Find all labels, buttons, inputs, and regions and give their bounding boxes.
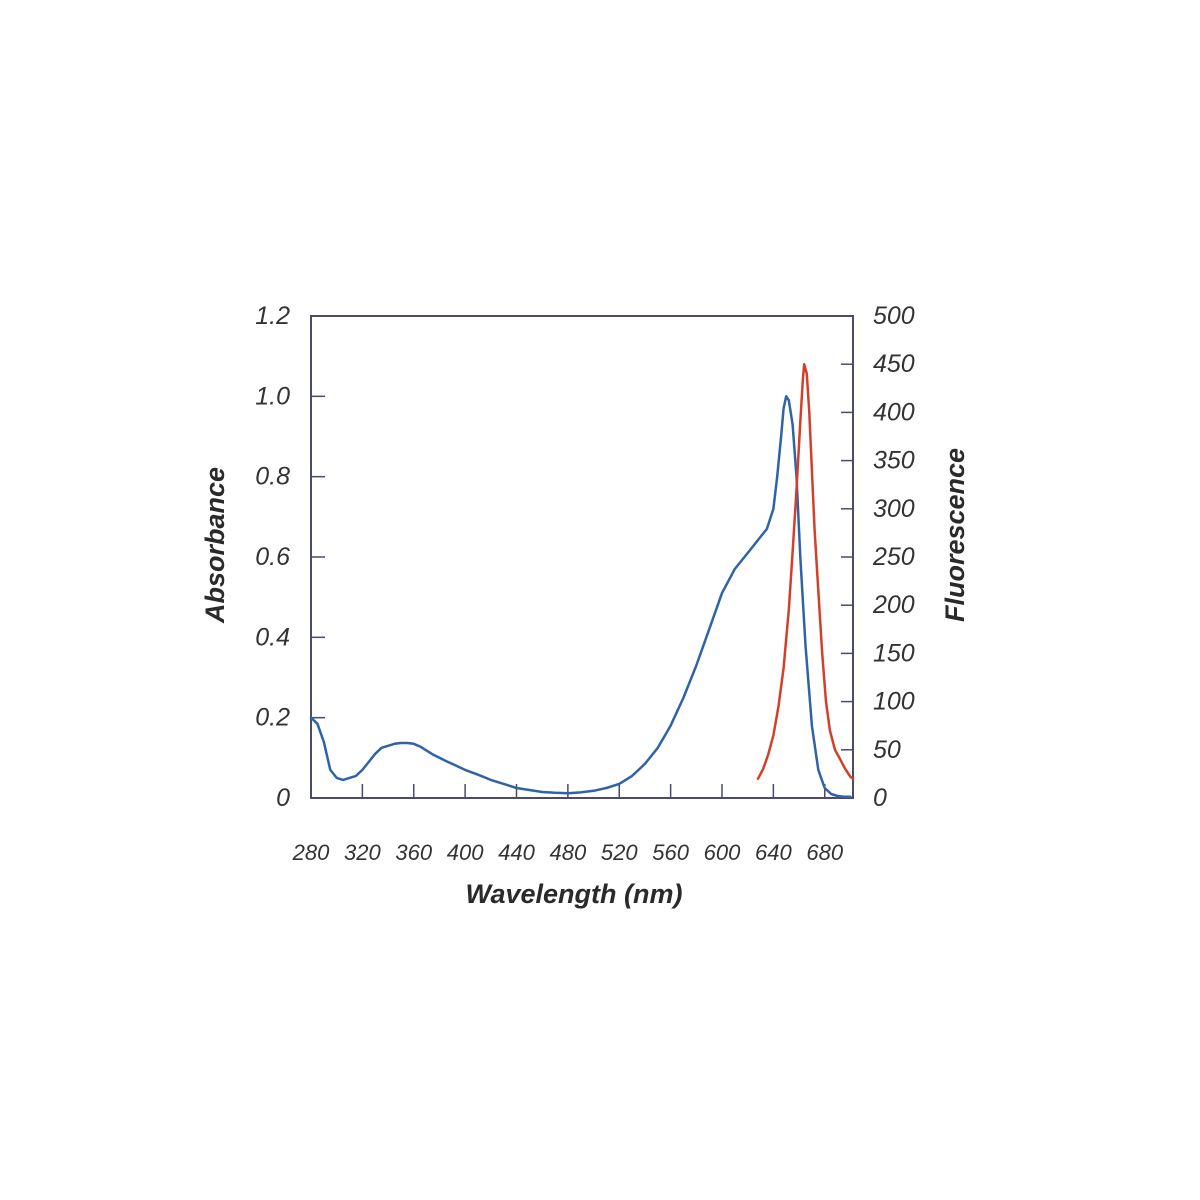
x-axis: 280 320 360 400 440 480 520 560 600 640 680 <box>292 784 844 865</box>
x-tick-label: 560 <box>652 840 689 865</box>
y-axis-right: 0 50 100 150 200 250 300 350 400 450 500 <box>841 302 915 812</box>
x-tick-label: 640 <box>755 840 792 865</box>
x-tick-label: 320 <box>344 840 381 865</box>
series-group <box>309 362 855 799</box>
y-left-tick-label: 0.8 <box>255 463 290 491</box>
fluorescence-line <box>756 362 855 780</box>
x-tick-label: 520 <box>601 840 638 865</box>
y-axis-left: 0 0.2 0.4 0.6 0.8 1.0 1.2 <box>255 302 325 812</box>
y-left-tick-label: 0.4 <box>255 623 290 651</box>
y-right-tick-label: 300 <box>873 495 915 523</box>
y-axis-left-title: Absorbance <box>200 467 230 624</box>
y-left-tick-label: 0.2 <box>255 704 290 732</box>
y-right-tick-label: 50 <box>873 736 901 764</box>
y-right-tick-label: 100 <box>873 688 915 716</box>
x-axis-title: Wavelength (nm) <box>465 879 682 909</box>
y-right-tick-label: 250 <box>872 543 915 571</box>
y-right-tick-label: 450 <box>873 350 915 378</box>
y-right-tick-label: 400 <box>873 398 915 426</box>
x-tick-label: 680 <box>806 840 843 865</box>
plot-frame <box>310 315 854 799</box>
x-tick-label: 280 <box>292 840 330 865</box>
y-axis-right-title: Fluorescence <box>940 448 970 622</box>
x-tick-label: 400 <box>447 840 484 865</box>
x-tick-label: 480 <box>550 840 587 865</box>
y-left-tick-label: 0 <box>276 784 290 812</box>
y-right-tick-label: 150 <box>873 639 915 667</box>
y-right-tick-label: 500 <box>873 302 915 330</box>
absorbance-line <box>309 395 852 799</box>
y-left-tick-label: 1.0 <box>255 382 290 410</box>
y-right-tick-label: 0 <box>873 784 887 812</box>
y-right-tick-label: 200 <box>872 591 915 619</box>
x-tick-label: 440 <box>498 840 535 865</box>
y-right-tick-label: 350 <box>873 447 915 475</box>
x-tick-label: 600 <box>704 840 741 865</box>
y-left-tick-label: 1.2 <box>255 302 290 330</box>
x-tick-label: 360 <box>395 840 432 865</box>
y-left-tick-label: 0.6 <box>255 543 290 571</box>
